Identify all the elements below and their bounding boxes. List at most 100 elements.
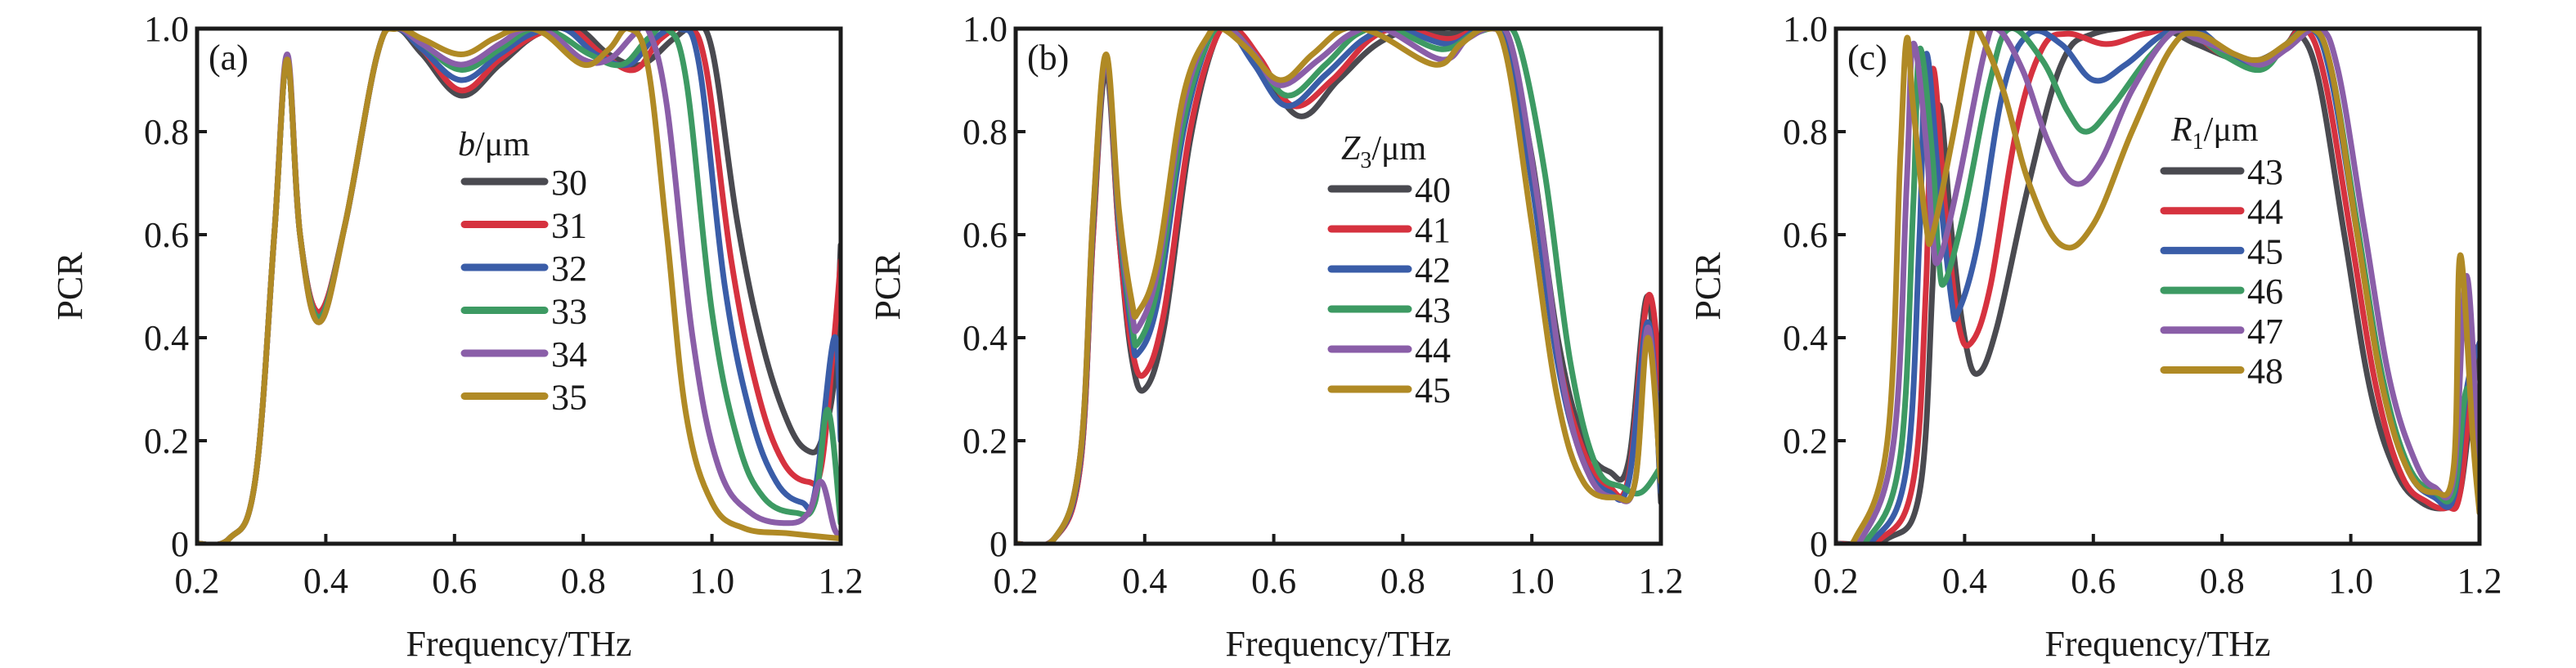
y-tick-label: 0.6	[1783, 215, 1828, 255]
y-tick-label: 0.8	[1783, 112, 1828, 152]
legend-title: b/μm	[458, 126, 530, 164]
legend-item-45: 45	[1327, 370, 1451, 410]
y-tick-label: 0.2	[963, 421, 1008, 461]
x-axis-label: Frequency/THz	[1225, 624, 1451, 664]
y-tick-label: 1.0	[963, 9, 1008, 49]
x-tick-label: 0.8	[561, 561, 606, 601]
legend-label: 31	[551, 206, 587, 246]
x-tick-label: 0.2	[175, 561, 220, 601]
x-tick-label: 0.2	[994, 561, 1039, 601]
legend-label: 42	[1415, 250, 1451, 290]
legend-item-43: 43	[2160, 152, 2283, 192]
panel-label: (b)	[1027, 38, 1069, 78]
axes-frame	[1833, 26, 2482, 546]
x-tick-label: 0.6	[1251, 561, 1296, 601]
panel-a: 0.2 0.4 0.6 0.8 1.0 1.200.20.40.60.81.0Freque…	[50, 9, 864, 664]
y-tick-label: 0.8	[144, 112, 189, 152]
legend-item-31: 31	[460, 206, 587, 246]
legend-label: 40	[1415, 170, 1451, 210]
legend-item-48: 48	[2160, 352, 2283, 392]
x-tick-label: 0.4	[1942, 561, 1987, 601]
y-tick-label: 0.2	[1783, 421, 1828, 461]
x-tick-label: 1.0	[689, 561, 734, 601]
legend-item-33: 33	[460, 292, 587, 332]
legend-item-30: 30	[460, 163, 587, 203]
legend-label: 30	[551, 163, 587, 203]
y-tick-label: 1.0	[144, 9, 189, 49]
x-tick-label: 0.4	[1122, 561, 1167, 601]
legend-item-40: 40	[1327, 170, 1451, 210]
y-tick-label: 0.2	[144, 421, 189, 461]
legend-item-43: 43	[1327, 290, 1451, 330]
axes-frame	[195, 26, 843, 546]
panel-c: 0.2 0.4 0.6 0.8 1.0 1.200.20.40.60.81.0Freque…	[1688, 9, 2502, 664]
legend-item-44: 44	[1327, 330, 1451, 370]
x-tick-label: 0.8	[2200, 561, 2245, 601]
legend-label: 46	[2247, 271, 2283, 312]
x-tick-label: 0.8	[1380, 561, 1425, 601]
legend-label: 48	[2247, 352, 2283, 392]
x-tick-label: 1.2	[819, 561, 864, 601]
legend-label: 33	[551, 292, 587, 332]
legend-label: 44	[1415, 330, 1451, 370]
legend-label: 45	[1415, 370, 1451, 410]
series-line-48	[1836, 27, 2480, 544]
y-axis-label: PCR	[868, 252, 908, 321]
x-tick-label: 0.2	[1814, 561, 1859, 601]
series-line-47	[1836, 27, 2480, 544]
legend-label: 32	[551, 249, 587, 289]
y-tick-label: 0.6	[963, 215, 1008, 255]
legend-label: 47	[2247, 312, 2283, 352]
x-axis-label: Frequency/THz	[2044, 624, 2270, 664]
y-tick-label: 0.4	[144, 318, 189, 358]
legend-item-44: 44	[2160, 192, 2283, 232]
y-tick-label: 0	[171, 524, 189, 564]
legend-title: R1/μm	[2170, 111, 2259, 155]
legend-item-32: 32	[460, 249, 587, 289]
y-axis-label: PCR	[50, 252, 90, 321]
legend-title: Z3/μm	[1341, 130, 1427, 173]
series-group	[1836, 27, 2480, 544]
y-axis-label: PCR	[1688, 252, 1728, 321]
legend-item-46: 46	[2160, 271, 2283, 312]
legend-item-45: 45	[2160, 231, 2283, 271]
y-tick-label: 0.4	[963, 318, 1008, 358]
y-tick-label: 0.8	[963, 112, 1008, 152]
legend-item-47: 47	[2160, 312, 2283, 352]
x-tick-label: 1.2	[1639, 561, 1684, 601]
y-tick-label: 1.0	[1783, 9, 1828, 49]
legend-label: 41	[1415, 210, 1451, 250]
x-tick-label: 0.6	[432, 561, 477, 601]
x-axis-label: Frequency/THz	[406, 624, 631, 664]
y-tick-label: 0	[990, 524, 1008, 564]
legend-item-41: 41	[1327, 210, 1451, 250]
panel-b: 0.2 0.4 0.6 0.8 1.0 1.200.20.40.60.81.0Freque…	[868, 9, 1684, 664]
legend-label: 34	[551, 334, 587, 374]
x-tick-label: 1.2	[2457, 561, 2502, 601]
legend-label: 43	[1415, 290, 1451, 330]
x-tick-label: 1.0	[1510, 561, 1555, 601]
legend-label: 35	[551, 378, 587, 418]
legend-label: 44	[2247, 192, 2283, 232]
legend-item-42: 42	[1327, 250, 1451, 290]
x-tick-label: 0.4	[303, 561, 348, 601]
legend-item-34: 34	[460, 334, 587, 374]
axes-frame	[1013, 26, 1663, 546]
series-group	[1016, 27, 1661, 544]
legend-item-35: 35	[460, 378, 587, 418]
y-tick-label: 0.6	[144, 215, 189, 255]
series-line-35	[197, 27, 841, 544]
y-tick-label: 0.4	[1783, 318, 1828, 358]
x-tick-label: 1.0	[2328, 561, 2373, 601]
series-line-45	[1016, 27, 1661, 544]
panel-label: (a)	[209, 38, 249, 78]
legend-label: 45	[2247, 231, 2283, 271]
y-tick-label: 0	[1810, 524, 1828, 564]
panel-label: (c)	[1847, 38, 1887, 78]
legend-label: 43	[2247, 152, 2283, 192]
series-group	[197, 27, 841, 544]
